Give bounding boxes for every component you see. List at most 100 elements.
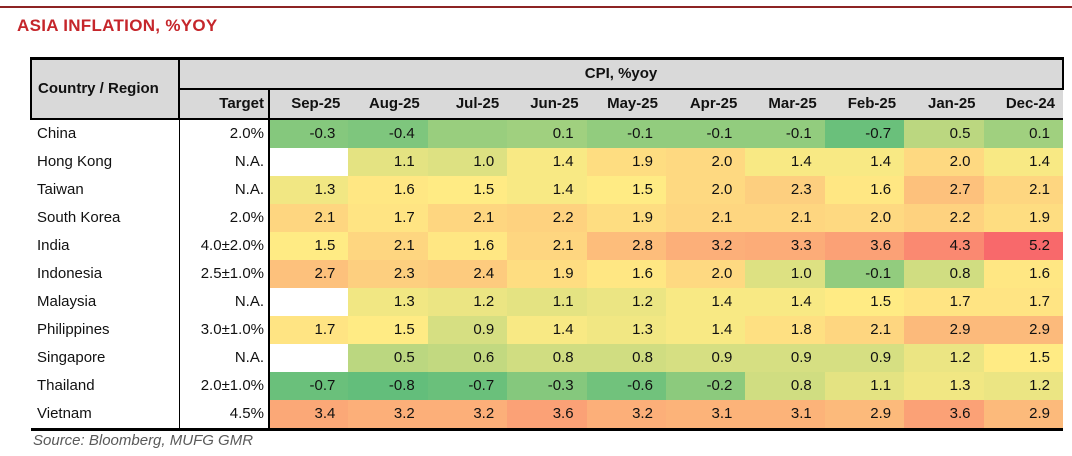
- target-cell: 2.5±1.0%: [179, 260, 270, 288]
- country-cell: Hong Kong: [31, 148, 180, 176]
- country-cell: India: [31, 232, 180, 260]
- source-note: Source: Bloomberg, MUFG GMR: [33, 432, 254, 449]
- value-cell: 1.1: [348, 148, 428, 176]
- month-column-header: Aug-25: [348, 89, 428, 120]
- target-cell: 4.5%: [179, 400, 270, 431]
- value-cell: 1.2: [427, 288, 508, 316]
- target-cell: N.A.: [179, 176, 270, 204]
- value-cell: -0.6: [586, 372, 666, 400]
- value-cell: -0.7: [427, 372, 508, 400]
- target-cell: 4.0±2.0%: [179, 232, 270, 260]
- value-cell: 1.4: [983, 148, 1064, 176]
- value-cell: 1.0: [427, 148, 508, 176]
- value-cell: 2.2: [904, 204, 984, 232]
- value-cell: -0.8: [348, 372, 428, 400]
- target-cell: 2.0%: [179, 119, 270, 148]
- value-cell: 2.9: [983, 316, 1064, 344]
- value-cell: 1.4: [824, 148, 905, 176]
- value-cell: 1.4: [507, 176, 587, 204]
- value-cell: 4.3: [904, 232, 984, 260]
- column-header-row: Target Sep-25 Aug-25 Jul-25 Jun-25 May-25 Apr-…: [31, 89, 1064, 120]
- country-row: South Korea 2.0% 2.1 1.7 2.1 2.2 1.9 2.1 2.1 2.0 2…: [31, 204, 1064, 232]
- value-cell: 3.3: [745, 232, 825, 260]
- country-row: Taiwan N.A. 1.3 1.6 1.5 1.4 1.5 2.0 2.3 1.6 2.7 2.1: [31, 176, 1064, 204]
- value-cell: 3.1: [745, 400, 825, 431]
- value-cell: [269, 148, 349, 176]
- value-cell: 1.7: [983, 288, 1064, 316]
- value-cell: 2.0: [824, 204, 905, 232]
- value-cell: 1.4: [665, 288, 746, 316]
- value-cell: 2.1: [427, 204, 508, 232]
- value-cell: 3.2: [586, 400, 666, 431]
- value-cell: 1.5: [983, 344, 1064, 372]
- value-cell: 2.3: [745, 176, 825, 204]
- value-cell: 1.5: [269, 232, 349, 260]
- month-column-header: Sep-25: [269, 89, 349, 120]
- value-cell: 0.5: [904, 119, 984, 148]
- value-cell: [427, 119, 508, 148]
- top-rule: [0, 6, 1072, 8]
- value-cell: 0.9: [745, 344, 825, 372]
- value-cell: 2.0: [665, 176, 746, 204]
- value-cell: 3.2: [427, 400, 508, 431]
- target-cell: N.A.: [179, 148, 270, 176]
- value-cell: 1.5: [427, 176, 508, 204]
- target-cell: N.A.: [179, 288, 270, 316]
- country-cell: Vietnam: [31, 400, 180, 431]
- value-cell: 1.5: [824, 288, 905, 316]
- value-cell: 3.6: [824, 232, 905, 260]
- value-cell: 1.3: [904, 372, 984, 400]
- country-cell: China: [31, 119, 180, 148]
- value-cell: 1.4: [745, 148, 825, 176]
- value-cell: 2.8: [586, 232, 666, 260]
- value-cell: 1.9: [586, 148, 666, 176]
- value-cell: 2.0: [665, 260, 746, 288]
- value-cell: 1.6: [824, 176, 905, 204]
- value-cell: 2.2: [507, 204, 587, 232]
- country-row: Thailand 2.0±1.0% -0.7 -0.8 -0.7 -0.3 -0.6 -0.2…: [31, 372, 1064, 400]
- value-cell: -0.4: [348, 119, 428, 148]
- month-column-header: Jan-25: [904, 89, 984, 120]
- month-column-header: Dec-24: [983, 89, 1064, 120]
- value-cell: 3.6: [904, 400, 984, 431]
- value-cell: 2.9: [824, 400, 905, 431]
- value-cell: 1.1: [824, 372, 905, 400]
- value-cell: 2.3: [348, 260, 428, 288]
- country-cell: Malaysia: [31, 288, 180, 316]
- corner-header: Country / Region: [30, 58, 180, 120]
- value-cell: 1.3: [348, 288, 428, 316]
- value-cell: 1.6: [427, 232, 508, 260]
- month-column-header: Jun-25: [507, 89, 587, 120]
- value-cell: 0.8: [507, 344, 587, 372]
- target-column-header: Target: [179, 89, 270, 120]
- value-cell: 1.2: [904, 344, 984, 372]
- value-cell: -0.1: [824, 260, 905, 288]
- value-cell: -0.1: [665, 119, 746, 148]
- country-row: Vietnam 4.5% 3.4 3.2 3.2 3.6 3.2 3.1 3.1 2.9 3.6 2.…: [31, 400, 1064, 431]
- value-cell: 1.6: [586, 260, 666, 288]
- country-cell: Indonesia: [31, 260, 180, 288]
- value-cell: 1.7: [269, 316, 349, 344]
- value-cell: 3.1: [665, 400, 746, 431]
- country-cell: South Korea: [31, 204, 180, 232]
- table-header: Country / Region CPI, %yoy Target Sep-25 A…: [30, 58, 1065, 120]
- group-header: CPI, %yoy: [179, 58, 1065, 90]
- country-row: China 2.0% -0.3 -0.4 0.1 -0.1 -0.1 -0.1 -0.7 0.5 0…: [31, 119, 1064, 148]
- target-cell: 2.0±1.0%: [179, 372, 270, 400]
- table-body: China 2.0% -0.3 -0.4 0.1 -0.1 -0.1 -0.1 -0.7 0.5 0…: [31, 119, 1064, 431]
- value-cell: 1.1: [507, 288, 587, 316]
- value-cell: -0.7: [824, 119, 905, 148]
- country-row: Singapore N.A. 0.5 0.6 0.8 0.8 0.9 0.9 0.9 1.2 1.5: [31, 344, 1064, 372]
- month-column-header: May-25: [586, 89, 666, 120]
- country-cell: Philippines: [31, 316, 180, 344]
- value-cell: 1.3: [586, 316, 666, 344]
- country-cell: Taiwan: [31, 176, 180, 204]
- value-cell: 1.4: [745, 288, 825, 316]
- country-row: Hong Kong N.A. 1.1 1.0 1.4 1.9 2.0 1.4 1.4 2.0 1.4: [31, 148, 1064, 176]
- value-cell: [269, 288, 349, 316]
- value-cell: 0.5: [348, 344, 428, 372]
- value-cell: 2.1: [507, 232, 587, 260]
- value-cell: 2.7: [904, 176, 984, 204]
- country-row: India 4.0±2.0% 1.5 2.1 1.6 2.1 2.8 3.2 3.3 3.6 4.3…: [31, 232, 1064, 260]
